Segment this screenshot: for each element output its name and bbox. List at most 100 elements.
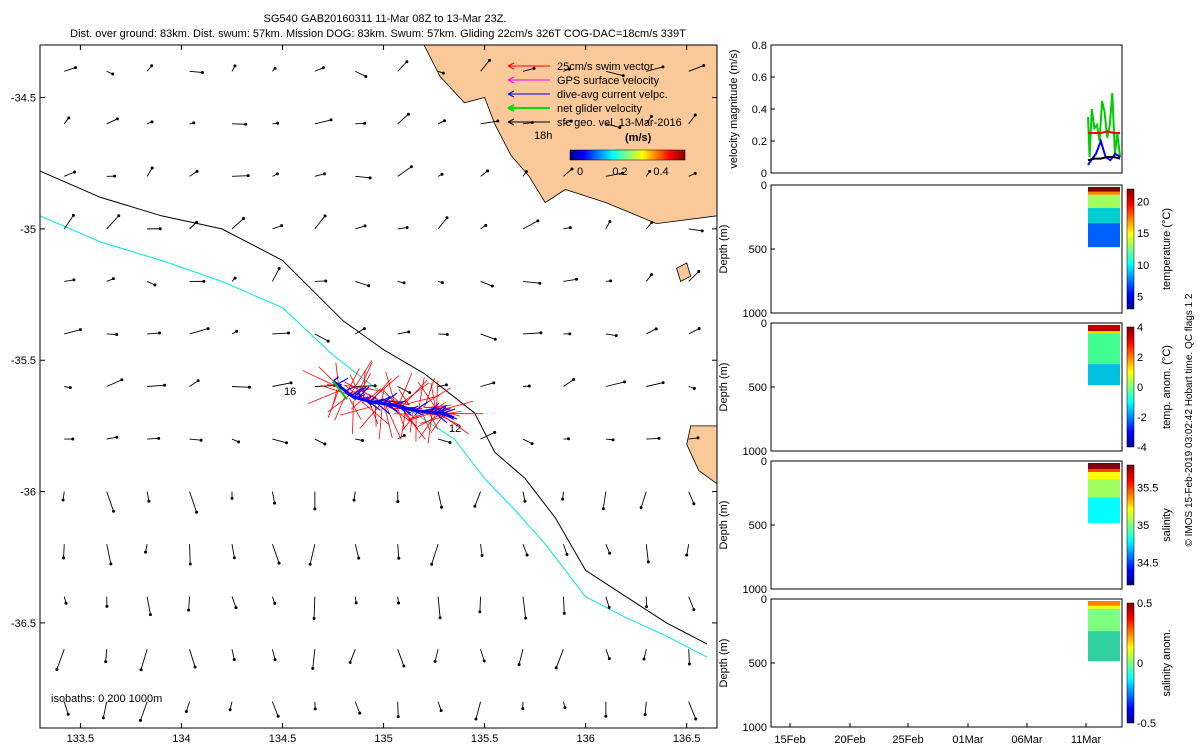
velocity-arrow — [605, 543, 612, 555]
velocity-arrow — [522, 438, 534, 446]
velocity-arrow — [437, 216, 449, 230]
colorbar-tick-2: 0.4 — [653, 166, 668, 178]
velocity-arrow-head — [289, 381, 293, 385]
swim-vector — [400, 412, 406, 439]
swim-vector — [398, 373, 413, 406]
velocity-arrow-head — [405, 60, 409, 64]
velocity-arrow-shaft — [605, 70, 624, 77]
swim-vector — [398, 389, 410, 406]
velocity-arrow-head — [567, 67, 571, 71]
depth-tick-label: 500 — [749, 520, 767, 532]
velocity-arrow-head — [363, 121, 367, 125]
velocity-arrow-shaft — [562, 596, 565, 614]
velocity-arrow-head — [696, 436, 700, 440]
colorbar-tick-label: 10 — [1137, 260, 1149, 272]
velocity-arrow — [480, 223, 488, 230]
velocity-arrow-shaft — [688, 228, 703, 232]
velocity-arrow — [396, 491, 400, 504]
velocity-arrow-shaft — [63, 701, 69, 715]
velocity-arrow-head — [397, 556, 401, 560]
velocity-arrow — [480, 649, 486, 663]
velocity-arrow — [437, 491, 444, 509]
velocity-arrow — [314, 172, 326, 177]
velocity-arrow-shaft — [480, 544, 483, 556]
velocity-arrow-head — [147, 499, 151, 503]
velocity-arrow-head — [195, 169, 199, 173]
velocity-arrow — [146, 120, 154, 125]
section-band — [1088, 331, 1120, 335]
velocity-arrow — [397, 165, 413, 177]
velocity-arrow — [272, 267, 281, 282]
velocity-arrow — [355, 70, 368, 78]
time-tick-label: 01Mar — [952, 734, 984, 746]
velocity-arrow-head — [474, 717, 478, 721]
track-label-end: 12 — [449, 423, 461, 435]
velocity-arrow — [645, 169, 652, 177]
velocity-arrow — [480, 544, 484, 557]
velocity-arrow-shaft — [643, 649, 647, 660]
velocity-arrow-shaft — [562, 543, 568, 555]
velocity-arrow — [106, 70, 115, 76]
velocity-arrow — [645, 596, 649, 609]
velocity-arrow-shaft — [106, 544, 112, 564]
swim-vector — [407, 407, 440, 421]
swim-vector — [418, 415, 436, 439]
velocity-arrow-shaft — [522, 543, 528, 556]
velocity-arrow-head — [433, 659, 437, 663]
velocity-arrow-shaft — [231, 218, 244, 230]
velocity-arrow — [563, 332, 572, 336]
velocity-arrow — [352, 491, 356, 502]
swim-vector — [368, 388, 382, 400]
velocity-arrow — [146, 64, 154, 72]
section-band — [1088, 605, 1120, 609]
velocity-arrow-shaft — [349, 649, 356, 663]
swim-vector — [406, 395, 440, 405]
legend-label-gps: GPS surface velocity — [557, 75, 660, 87]
velocity-arrow — [605, 220, 612, 230]
velocity-arrow-shaft — [555, 649, 564, 669]
velocity-arrow-shaft — [189, 649, 196, 668]
velocity-arrow-head — [352, 498, 356, 502]
swim-vector — [327, 386, 341, 418]
velocity-arrow-shaft — [602, 491, 607, 509]
velocity-panel: 0 0.2 0.4 0.6 0.8 velocity magnitude (m/s) — [728, 40, 1123, 180]
swim-vector — [441, 400, 474, 411]
velocity-arrow — [561, 491, 565, 501]
dac-vector — [351, 387, 364, 397]
velocity-arrow-head — [693, 171, 697, 175]
velocity-arrow-head — [654, 327, 658, 331]
velocity-arrow-shaft — [231, 544, 235, 558]
velocity-arrow — [189, 70, 204, 75]
section-band — [1088, 631, 1120, 662]
depth-frame — [770, 598, 1123, 728]
title-line-1: SG540 GAB20160311 11-Mar 08Z to 13-Mar 2… — [264, 13, 507, 25]
velocity-arrow — [433, 649, 439, 663]
velocity-arrow — [272, 172, 279, 177]
velocity-arrow-shaft — [397, 649, 405, 667]
velocity-arrow-shaft — [397, 166, 412, 177]
velocity-arrow — [314, 214, 327, 230]
velocity-arrow-head — [609, 279, 613, 283]
velocity-arrow — [396, 701, 400, 719]
velocity-arrow-head — [144, 550, 148, 554]
swim-vector — [428, 411, 439, 430]
swim-vector — [401, 412, 418, 431]
velocity-arrow-head — [661, 381, 665, 385]
velocity-arrow-head — [568, 332, 572, 336]
velocity-arrow-head — [284, 441, 288, 445]
velocity-arrow-head — [72, 278, 76, 282]
velocity-arrow-head — [492, 381, 496, 385]
velocity-arrow-shaft — [106, 379, 123, 387]
land-polygon-2 — [676, 262, 692, 282]
velocity-arrow-head — [71, 213, 75, 217]
velocity-arrow — [688, 171, 697, 177]
section-band — [1088, 463, 1120, 470]
velocity-arrow-head — [277, 561, 281, 565]
velocity-arrow-shaft — [480, 382, 494, 387]
velocity-arrow — [64, 386, 72, 390]
velocity-arrow — [231, 64, 237, 72]
velocity-arrow-head — [685, 553, 689, 557]
isobath-1000m-line — [40, 215, 708, 658]
velocity-arrow-head — [363, 224, 367, 228]
velocity-arrow-head — [277, 267, 281, 271]
